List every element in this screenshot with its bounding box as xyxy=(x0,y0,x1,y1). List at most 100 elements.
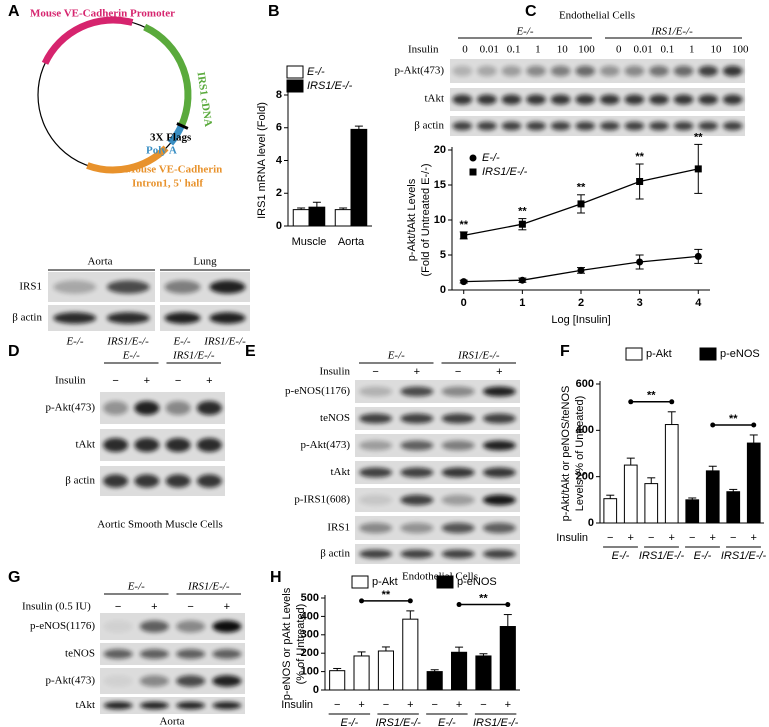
blot-strip xyxy=(450,59,745,83)
lane-label: E-/- xyxy=(65,336,83,348)
legend-label: p-Akt xyxy=(646,348,672,360)
row-label: β actin xyxy=(320,548,350,560)
row-label: teNOS xyxy=(320,412,350,424)
blot-band xyxy=(103,620,133,633)
y-axis-label: p-Akt/tAkt or peNOS/teNOS xyxy=(560,386,572,522)
row-label: tAkt xyxy=(75,699,95,711)
blot-band xyxy=(176,675,206,687)
group-label: E-/- xyxy=(122,350,140,362)
panel-label: E xyxy=(245,343,256,360)
category-label: − xyxy=(431,699,437,711)
y-tick-label: 6 xyxy=(276,122,282,134)
point xyxy=(577,200,585,208)
treatment-label: Insulin (0.5 IU) xyxy=(22,601,91,613)
blot-strip xyxy=(100,643,245,665)
bar xyxy=(377,650,394,691)
y-tick-label: 0 xyxy=(276,220,282,232)
blot-strip xyxy=(355,461,520,484)
bar xyxy=(644,483,659,524)
y-axis-label: Levels (% of Untreated) xyxy=(574,396,586,512)
blot-band xyxy=(441,440,475,451)
point xyxy=(636,258,644,266)
dose-label: 1 xyxy=(535,44,541,56)
flags-label: 3X Flags xyxy=(150,132,192,144)
y-tick-label: 200 xyxy=(576,471,594,483)
blot-band xyxy=(176,649,206,659)
bracket-end xyxy=(505,602,511,608)
bar xyxy=(353,655,370,691)
blot-band xyxy=(359,413,393,424)
blot-band xyxy=(599,94,620,105)
row-label: p-Akt(473) xyxy=(301,439,351,451)
category-label: + xyxy=(628,532,634,544)
bracket-end xyxy=(359,598,365,604)
blot-band xyxy=(209,312,246,324)
dose-label: 100 xyxy=(578,44,595,56)
category-label: + xyxy=(456,699,462,711)
significance-label: ** xyxy=(459,219,468,231)
blot-band xyxy=(482,467,516,478)
blot-band xyxy=(209,280,246,294)
lane-label: IRS1/E-/- xyxy=(203,336,246,348)
group-label: IRS1/E-/- xyxy=(639,550,685,562)
significance-label: ** xyxy=(635,151,644,163)
blot-band xyxy=(359,386,393,397)
blot-band xyxy=(212,675,242,687)
blot-band xyxy=(165,474,191,488)
blot-band xyxy=(482,440,516,451)
category-label: − xyxy=(480,699,486,711)
blot-band xyxy=(164,280,201,294)
blot-band xyxy=(452,94,473,105)
category-label: + xyxy=(407,699,413,711)
sign-label: − xyxy=(455,366,461,378)
group-label: IRS1/E-/- xyxy=(376,717,422,727)
dose-label: 0.01 xyxy=(633,44,652,56)
treatment-label: Insulin xyxy=(408,44,439,56)
dose-label: 1 xyxy=(689,44,695,56)
blot-band xyxy=(103,701,133,710)
group-label: IRS1/E-/- xyxy=(187,581,230,593)
blot-band xyxy=(165,400,191,416)
blot-band xyxy=(176,701,206,710)
blot-band xyxy=(501,65,522,77)
blot-band xyxy=(134,474,160,488)
category-label: − xyxy=(334,699,340,711)
x-tick-label: 0 xyxy=(461,297,467,309)
legend-marker xyxy=(469,154,477,162)
blot-strip xyxy=(100,697,245,714)
blot-band xyxy=(575,94,596,105)
significance-label: ** xyxy=(479,592,488,604)
caption: Aortic Smooth Muscle Cells xyxy=(97,519,223,531)
promoter-label: Mouse VE-Cadherin Promoter xyxy=(30,8,175,20)
dose-label: 0.1 xyxy=(661,44,675,56)
category-axis-label: Insulin xyxy=(556,532,588,544)
blot-band xyxy=(359,494,393,506)
x-axis-label: Log [Insulin] xyxy=(551,314,610,326)
row-label: teNOS xyxy=(65,648,95,660)
dose-label: 10 xyxy=(557,44,569,56)
blot-band xyxy=(176,620,206,633)
point xyxy=(636,178,644,185)
row-label: tAkt xyxy=(424,93,444,105)
blot-band xyxy=(673,65,694,77)
category-label: + xyxy=(710,532,716,544)
bar xyxy=(746,442,761,524)
legend-swatch xyxy=(699,347,717,361)
row-label: β actin xyxy=(65,475,95,487)
blot-band xyxy=(53,312,97,324)
blot-band xyxy=(722,121,743,131)
bar xyxy=(402,618,419,691)
point xyxy=(460,278,468,286)
blot-band xyxy=(400,440,434,451)
blot-band xyxy=(698,121,718,131)
blot-band xyxy=(673,121,694,131)
group-label: E-/- xyxy=(341,717,359,727)
significance-label: ** xyxy=(729,413,738,425)
blot-band xyxy=(103,474,129,488)
legend-label: E-/- xyxy=(482,152,500,164)
blot-band xyxy=(575,121,596,131)
blot-band xyxy=(103,675,133,687)
group-label: IRS1/E-/- xyxy=(457,350,500,362)
blot-band xyxy=(599,65,620,77)
blot-band xyxy=(526,94,546,105)
